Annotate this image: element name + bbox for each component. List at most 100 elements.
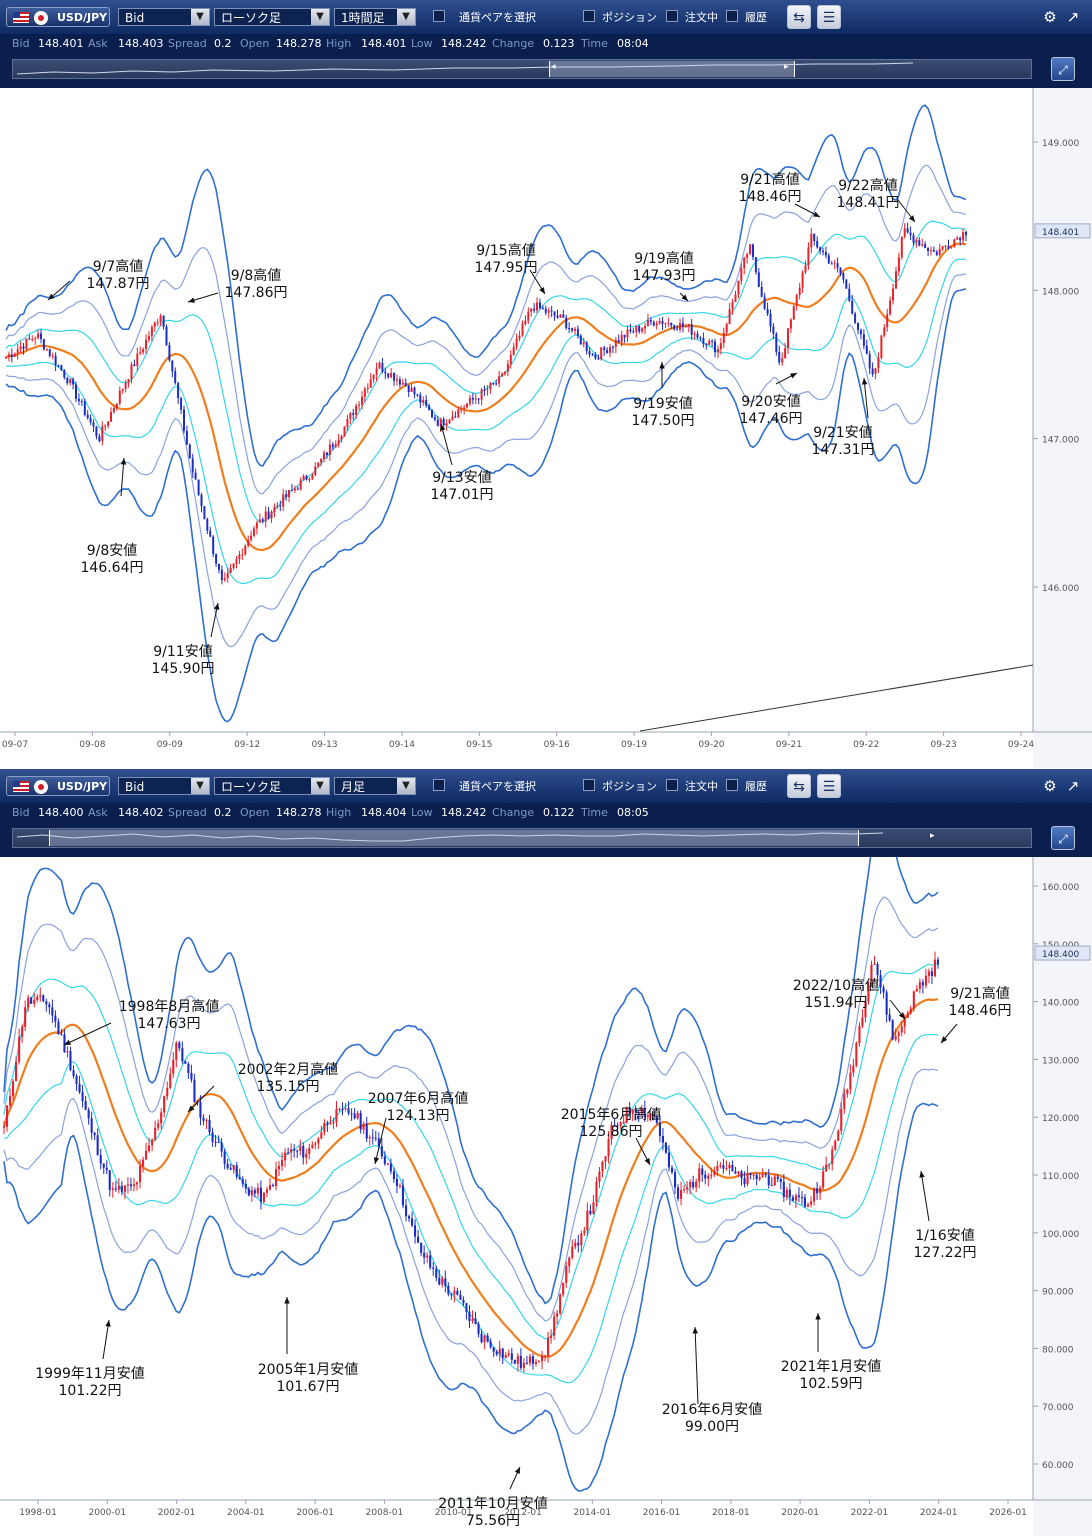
chart-settings-icon[interactable]: ⇆ [787, 774, 811, 798]
chevron-left-icon[interactable]: ◂ [551, 62, 556, 72]
candle-body [7, 354, 10, 358]
candle-body [728, 1164, 731, 1169]
time-tick-label: 09-13 [311, 740, 337, 750]
list-icon[interactable]: ☰ [817, 774, 841, 798]
candle-body [760, 286, 763, 297]
candle-body [401, 382, 404, 385]
candle-body [31, 339, 34, 341]
chart-type-select[interactable]: ローソク足 ▼ [214, 777, 330, 795]
candle-body [381, 362, 384, 372]
candle-body [933, 959, 936, 977]
candle-body [677, 1187, 680, 1199]
candle-body [876, 964, 879, 976]
candle-body [302, 475, 305, 480]
candle-body [326, 1122, 329, 1125]
candle-body [601, 1161, 604, 1172]
position-checkbox[interactable] [583, 779, 595, 791]
chart-area-monthly[interactable]: 160.000150.000140.000130.000120.000110.0… [0, 816, 1092, 1536]
candle-body [956, 237, 959, 240]
candle-body [414, 1225, 417, 1237]
settings-gear-icon[interactable]: ⚙ [1043, 777, 1057, 795]
history-checkbox[interactable] [726, 10, 738, 22]
candle-body [834, 1140, 837, 1150]
candle-body [892, 288, 894, 301]
candle-body [512, 347, 515, 355]
candle-body [374, 1137, 377, 1139]
orders-checkbox[interactable] [666, 10, 678, 22]
candle-body [541, 308, 544, 310]
candle-body [595, 1181, 598, 1203]
pair-select-checkbox[interactable] [433, 779, 445, 791]
open-value: 148.278 [276, 806, 322, 819]
chart-type-select[interactable]: ローソク足 ▼ [214, 8, 330, 26]
position-checkbox[interactable] [583, 10, 595, 22]
expand-icon[interactable]: ⤢ [1051, 57, 1075, 81]
popout-icon[interactable]: ↗ [1066, 8, 1080, 26]
candle-body [962, 231, 965, 241]
currency-pair-selector[interactable]: USD/JPY [6, 7, 110, 27]
timeframe-select[interactable]: 1時間足 ▼ [334, 8, 416, 26]
candle-body [565, 1266, 568, 1283]
annotation-value: 147.31円 [812, 442, 875, 458]
annotation-arrowhead [681, 294, 688, 301]
price-type-select[interactable]: Bid ▼ [118, 8, 210, 26]
candle-body [606, 349, 609, 353]
candle-body [689, 1182, 692, 1188]
currency-pair-selector[interactable]: USD/JPY [6, 776, 110, 796]
candle-body [544, 308, 547, 313]
popout-icon[interactable]: ↗ [1066, 777, 1080, 795]
annotation-label: 9/13安値 [432, 470, 491, 486]
history-checkbox[interactable] [726, 779, 738, 791]
candle-body [764, 1174, 767, 1176]
candle-body [859, 330, 862, 335]
candle-body [229, 1168, 232, 1170]
candle-body [468, 1311, 471, 1322]
settings-gear-icon[interactable]: ⚙ [1043, 8, 1057, 26]
candle-body [679, 323, 681, 330]
candle-body [48, 1004, 51, 1008]
spread-value: 0.2 [214, 37, 232, 50]
time-tick-label: 2018-01 [712, 1508, 750, 1518]
candle-body [105, 1167, 108, 1171]
candle-body [13, 353, 16, 357]
price-type-value: Bid [125, 780, 145, 794]
candle-body [451, 416, 454, 420]
navigator-window[interactable] [549, 61, 795, 77]
candle-body [102, 1163, 105, 1168]
candle-body [924, 975, 927, 986]
candle-body [323, 452, 325, 459]
candle-body [121, 388, 124, 391]
bollinger-band-3sigma-upper [3, 816, 939, 1305]
candle-body [28, 338, 31, 340]
candle-body [383, 1156, 386, 1164]
chart-settings-icon[interactable]: ⇆ [787, 5, 811, 29]
candle-body [789, 319, 792, 329]
candle-body [845, 279, 848, 289]
chevron-right-icon[interactable]: ▸ [784, 62, 789, 72]
high-label: High [326, 806, 352, 819]
candle-body [90, 1118, 93, 1133]
chevron-right-icon[interactable]: ▸ [930, 831, 935, 841]
trend-line [639, 664, 1034, 732]
pair-select-checkbox[interactable] [433, 10, 445, 22]
navigator-window[interactable] [49, 830, 859, 846]
annotation-label: 2002年2月高値 [238, 1061, 339, 1078]
candle-body [699, 337, 702, 339]
list-icon[interactable]: ☰ [817, 5, 841, 29]
timeframe-select[interactable]: 月足 ▼ [334, 777, 416, 795]
navigator-scrollbar[interactable]: ▸ [12, 828, 1032, 848]
candle-body [139, 352, 142, 354]
expand-icon[interactable]: ⤢ [1051, 826, 1075, 850]
price-type-select[interactable]: Bid ▼ [118, 777, 210, 795]
pair-select-label: 通貨ペアを選択 [459, 780, 536, 793]
time-tick-label: 09-22 [853, 740, 879, 750]
change-value: 0.123 [543, 37, 575, 50]
chart-area-hourly[interactable]: 149.000 148.000 147.000 146.000 09-07 09-08 09… [0, 88, 1092, 768]
navigator-scrollbar[interactable]: ◂ ▸ [12, 59, 1032, 79]
candle-body [766, 308, 769, 314]
candle-body [165, 326, 168, 346]
time-tick-label: 09-24 [1008, 740, 1034, 750]
candle-body [912, 991, 915, 1009]
orders-checkbox[interactable] [666, 779, 678, 791]
candle-body [597, 358, 600, 360]
